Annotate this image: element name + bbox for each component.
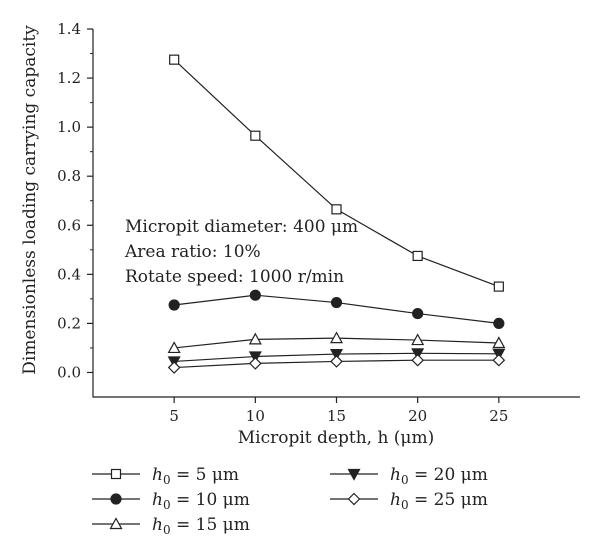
- y-tick-label: 0.2: [57, 314, 81, 332]
- legend-marker: [110, 493, 122, 505]
- data-point: [412, 307, 424, 320]
- data-point: [250, 130, 261, 141]
- data-point: [169, 54, 180, 65]
- y-tick-label: 0.8: [57, 167, 81, 185]
- annotation-rotate-speed: Rotate speed: 1000 r/min: [125, 267, 344, 287]
- data-point: [492, 353, 506, 367]
- data-point: [411, 348, 425, 361]
- data-point: [330, 296, 343, 309]
- data-point: [167, 361, 181, 374]
- data-point: [329, 331, 344, 344]
- y-tick-label: 1.4: [57, 20, 81, 38]
- data-point: [248, 351, 262, 364]
- data-point: [248, 332, 262, 345]
- x-tick-label: 25: [489, 407, 508, 425]
- legend-label: h0 = 20 μm: [390, 465, 488, 487]
- legend-label: h0 = 10 μm: [152, 490, 250, 512]
- series-2: [168, 289, 505, 329]
- legend-item: h0 = 15 μm: [92, 515, 250, 537]
- data-point: [331, 204, 342, 215]
- legend-item: h0 = 5 μm: [92, 465, 239, 487]
- legend: h0 = 5 μm h0 = 10 μm h0 = 15 μm h0 = 20 μm h…: [92, 465, 488, 537]
- series: [167, 54, 506, 374]
- annotation-diameter: Micropit diameter: 400 μm: [125, 217, 358, 237]
- y-tick-label: 0.6: [57, 216, 81, 234]
- series-5: [167, 353, 506, 374]
- legend-item: h0 = 10 μm: [92, 490, 250, 512]
- x-axis-title: Micropit depth, h (μm): [238, 428, 434, 448]
- data-point: [168, 299, 180, 311]
- x-tick-label: 20: [408, 407, 427, 425]
- legend-label: h0 = 15 μm: [152, 515, 250, 537]
- y-tick-label: 1.2: [57, 69, 81, 87]
- x-tick-label: 15: [327, 407, 346, 425]
- data-point: [167, 341, 181, 354]
- data-point: [493, 317, 505, 329]
- data-point: [329, 348, 344, 361]
- annotation-box: Micropit diameter: 400 μm Area ratio: 10…: [124, 217, 358, 287]
- legend-marker: [347, 468, 361, 481]
- legend-marker: [109, 517, 123, 530]
- data-point: [411, 333, 425, 346]
- series-3: [167, 331, 506, 354]
- annotation-area-ratio: Area ratio: 10%: [124, 242, 261, 262]
- x-tick-label: 10: [246, 407, 265, 425]
- y-tick-label: 0.4: [57, 265, 81, 283]
- legend-marker: [347, 492, 361, 506]
- ticks: 0.0 0.2 0.4 0.6 0.8 1.0 1.2 1.4 5 10 15 20 25: [57, 20, 508, 425]
- legend-label: h0 = 25 μm: [390, 490, 488, 512]
- legend-item: h0 = 25 μm: [330, 490, 488, 512]
- data-point: [493, 281, 504, 292]
- data-point: [412, 250, 423, 262]
- y-axis-title: Dimensionless loading carrying capacity: [20, 25, 40, 375]
- data-point: [248, 357, 262, 370]
- legend-item: h0 = 20 μm: [330, 465, 488, 487]
- legend-marker: [110, 468, 122, 480]
- legend-label: h0 = 5 μm: [152, 465, 239, 487]
- data-point: [492, 336, 506, 349]
- x-tick-label: 5: [169, 407, 179, 425]
- series-1: [169, 54, 504, 292]
- data-point: [249, 289, 261, 301]
- data-point: [411, 353, 425, 367]
- data-point: [330, 355, 343, 368]
- y-tick-label: 1.0: [57, 118, 81, 136]
- y-tick-label: 0.0: [57, 363, 81, 381]
